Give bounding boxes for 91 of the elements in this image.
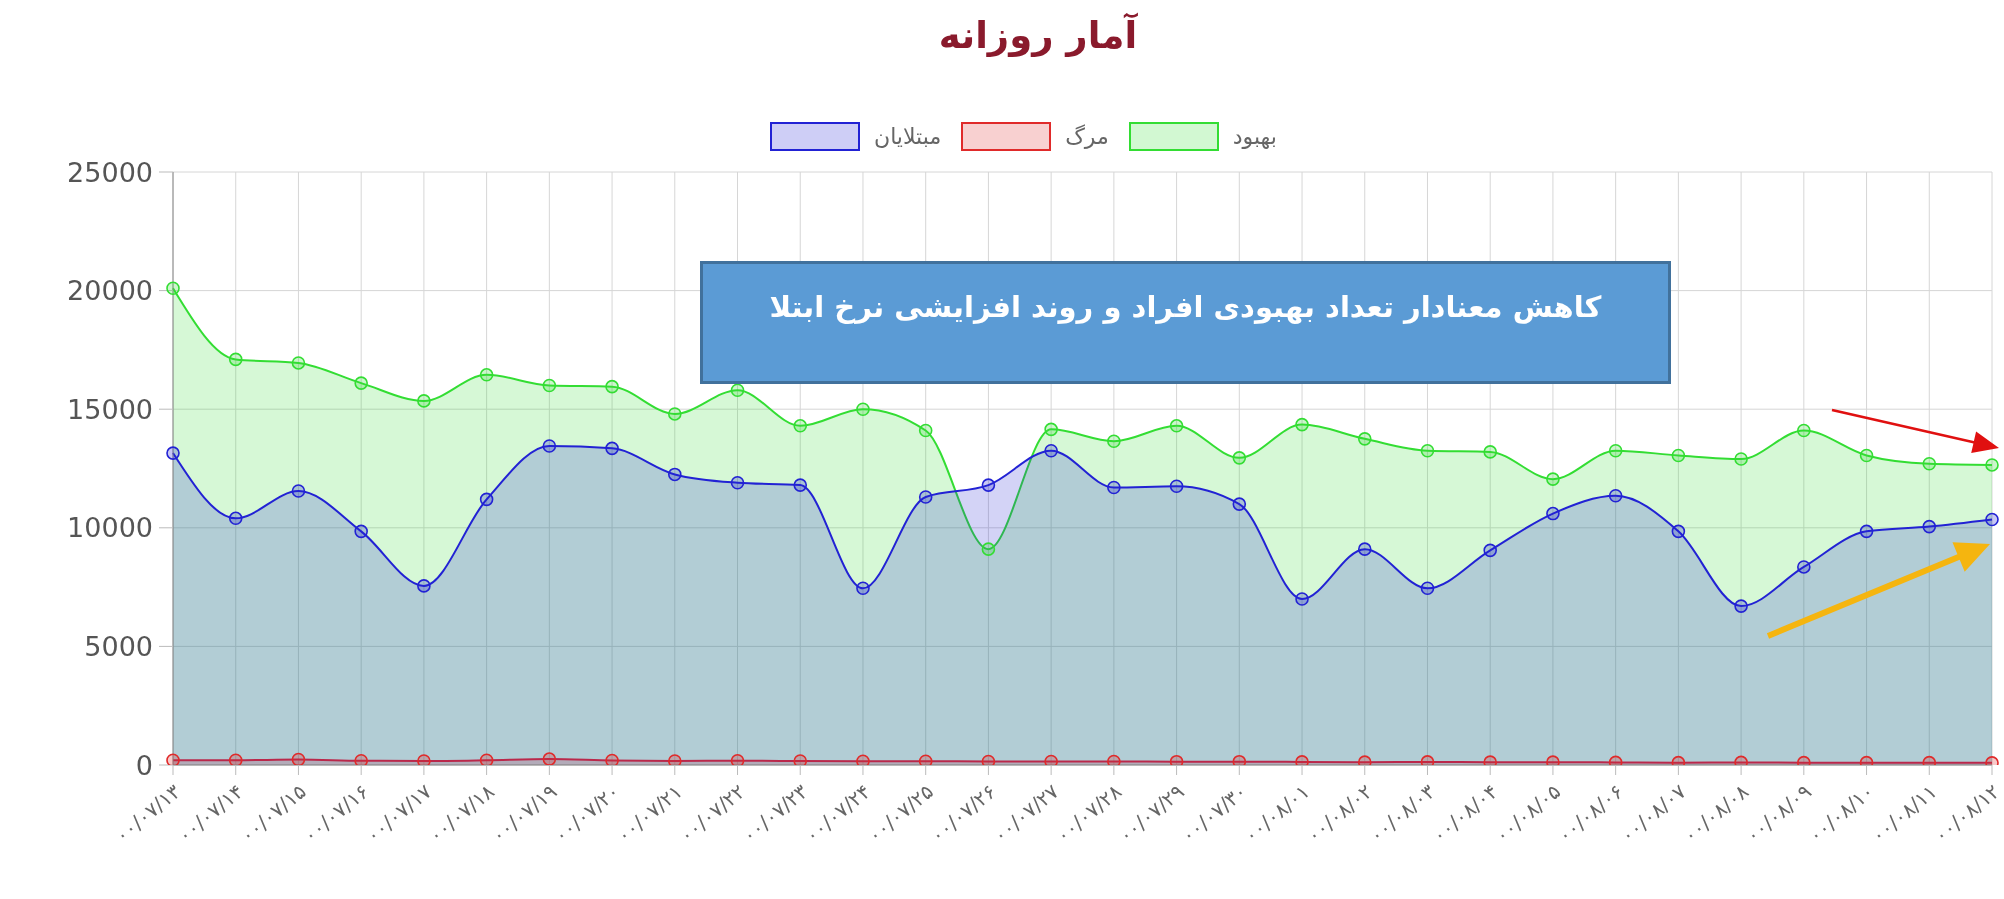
point bbox=[918, 490, 933, 504]
point bbox=[981, 478, 996, 492]
point bbox=[1232, 451, 1247, 465]
y-tick-label: 15000 bbox=[67, 393, 153, 425]
y-tick-label: 0 bbox=[135, 749, 153, 781]
point bbox=[479, 368, 494, 382]
point bbox=[667, 754, 682, 765]
point bbox=[354, 753, 368, 765]
legend-label: مبتلایان bbox=[874, 124, 942, 149]
point bbox=[1922, 456, 1937, 471]
point bbox=[1357, 432, 1372, 446]
point bbox=[1044, 754, 1058, 765]
point bbox=[793, 754, 808, 765]
point bbox=[1357, 542, 1372, 556]
point bbox=[856, 402, 870, 416]
point bbox=[417, 394, 431, 408]
point bbox=[1420, 443, 1435, 458]
point bbox=[1232, 497, 1247, 511]
point bbox=[1797, 423, 1811, 438]
point bbox=[1107, 754, 1121, 765]
point bbox=[1044, 443, 1058, 458]
point bbox=[1985, 458, 1999, 472]
point bbox=[856, 581, 870, 596]
y-tick-label: 10000 bbox=[67, 512, 153, 544]
y-tick-label: 20000 bbox=[67, 275, 153, 307]
point bbox=[981, 754, 996, 765]
point bbox=[1107, 480, 1121, 495]
point bbox=[291, 356, 306, 370]
point bbox=[856, 754, 870, 765]
y-tick-label: 5000 bbox=[84, 630, 153, 662]
chart-title: آمار روزانه bbox=[938, 14, 1138, 57]
point bbox=[166, 446, 180, 460]
point bbox=[1232, 754, 1247, 765]
point bbox=[1169, 419, 1184, 433]
legend-label: بهبود bbox=[1232, 124, 1277, 149]
point bbox=[479, 753, 494, 765]
point bbox=[667, 467, 682, 482]
point bbox=[793, 478, 808, 492]
annotation: کاهش معنادار تعداد بهبودی افراد و روند افزایشی نرخ ابتلا bbox=[769, 290, 1602, 324]
point bbox=[1734, 452, 1748, 466]
point bbox=[417, 579, 431, 593]
point bbox=[354, 524, 368, 539]
point bbox=[166, 753, 180, 765]
point bbox=[1483, 445, 1498, 459]
point bbox=[542, 439, 557, 453]
point bbox=[793, 419, 808, 433]
point bbox=[166, 281, 180, 296]
point bbox=[1169, 754, 1184, 765]
point bbox=[1797, 560, 1811, 574]
point bbox=[1295, 417, 1309, 432]
point bbox=[291, 752, 306, 765]
point bbox=[417, 754, 431, 765]
point bbox=[1859, 524, 1874, 539]
point bbox=[730, 753, 745, 765]
point bbox=[605, 379, 619, 394]
point bbox=[1295, 755, 1309, 765]
point bbox=[1546, 472, 1560, 486]
point bbox=[918, 423, 933, 438]
point bbox=[1044, 422, 1058, 437]
point bbox=[354, 376, 368, 390]
point bbox=[1859, 448, 1874, 463]
point bbox=[1295, 592, 1309, 606]
legend-label: مرگ bbox=[1065, 124, 1109, 149]
point bbox=[228, 753, 243, 765]
point bbox=[981, 542, 996, 556]
y-tick-label: 25000 bbox=[67, 156, 153, 188]
point bbox=[1169, 479, 1184, 494]
point bbox=[1985, 512, 1999, 527]
point bbox=[667, 407, 682, 421]
point bbox=[542, 378, 557, 393]
point bbox=[228, 511, 243, 526]
point bbox=[1483, 543, 1498, 558]
point bbox=[1420, 581, 1435, 596]
point bbox=[542, 752, 557, 765]
point bbox=[605, 441, 619, 456]
point bbox=[479, 492, 494, 507]
point bbox=[1608, 488, 1623, 503]
point bbox=[1546, 506, 1560, 521]
point bbox=[1734, 599, 1748, 613]
point bbox=[1922, 519, 1937, 534]
point bbox=[730, 383, 745, 398]
point bbox=[1671, 524, 1686, 539]
point bbox=[918, 754, 933, 765]
point bbox=[1671, 448, 1686, 463]
callout-box: کاهش معنادار تعداد بهبودی افراد و روند افزایشی نرخ ابتلا bbox=[700, 261, 1671, 384]
point bbox=[1608, 443, 1623, 458]
point bbox=[1107, 434, 1121, 449]
point bbox=[730, 475, 745, 490]
point bbox=[228, 352, 243, 367]
point bbox=[605, 753, 619, 765]
point bbox=[291, 484, 306, 498]
